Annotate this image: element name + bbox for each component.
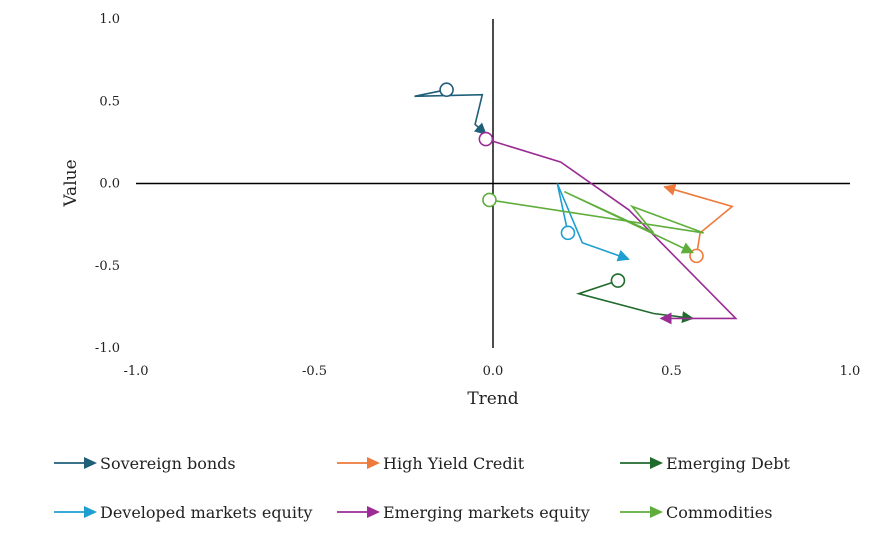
axes: -1.0 -0.5 0.0 0.5 1.0 1.0 0.5 0.0 -0.5 -1.0 — [95, 12, 860, 379]
y-tick-label: -0.5 — [95, 259, 120, 274]
series-path — [489, 190, 704, 254]
series-group — [414, 82, 738, 325]
start-point-marker — [482, 192, 497, 208]
x-tick-label: 0.0 — [483, 364, 504, 379]
series-path — [575, 279, 695, 324]
legend-item: Developed markets equity — [54, 501, 312, 523]
legend-label: Emerging markets equity — [383, 502, 590, 522]
scatter-trajectory-chart: -1.0 -0.5 0.0 0.5 1.0 1.0 0.5 0.0 -0.5 -1.0 Trend… — [61, 12, 860, 409]
series-path — [414, 88, 487, 136]
legend-item: High Yield Credit — [337, 452, 524, 474]
series-path — [556, 183, 630, 262]
x-tick-label: 1.0 — [840, 364, 861, 379]
start-point-marker — [610, 273, 626, 288]
series-developed-markets-equity — [556, 183, 630, 262]
x-tick-label: -1.0 — [123, 364, 148, 379]
series-path — [485, 138, 738, 325]
start-point-marker — [478, 131, 494, 147]
legend: Sovereign bonds High Yield Credit Emerging… — [0, 440, 880, 535]
y-tick-label: -1.0 — [95, 341, 120, 356]
legend-arrow-icon — [54, 457, 97, 469]
legend-item: Sovereign bonds — [54, 452, 236, 474]
series-emerging-markets-equity — [478, 131, 738, 325]
start-point-marker — [439, 82, 454, 98]
series-path — [663, 184, 734, 257]
legend-item: Commodities — [620, 501, 772, 523]
legend-arrow-icon — [337, 506, 380, 518]
series-sovereign-bonds — [414, 82, 487, 136]
y-tick-label: 0.5 — [99, 94, 120, 109]
legend-label: Commodities — [666, 502, 773, 522]
y-tick-label: 0.0 — [99, 177, 120, 192]
legend-label: Developed markets equity — [100, 502, 313, 522]
x-tick-label: 0.5 — [661, 364, 682, 379]
x-tick-label: -0.5 — [302, 364, 327, 379]
legend-arrow-icon — [620, 506, 663, 518]
legend-item: Emerging Debt — [620, 452, 790, 474]
legend-item: Emerging markets equity — [337, 501, 590, 523]
series-high-yield-credit — [663, 184, 734, 264]
legend-label: High Yield Credit — [383, 453, 525, 473]
x-axis-title: Trend — [467, 389, 518, 409]
series-emerging-debt — [575, 273, 695, 324]
series-commodities — [482, 190, 704, 254]
start-point-marker — [560, 225, 576, 241]
legend-arrow-icon — [620, 457, 663, 469]
legend-label: Emerging Debt — [666, 453, 790, 473]
legend-arrow-icon — [337, 457, 380, 469]
legend-arrow-icon — [54, 506, 97, 518]
y-axis-title: Value — [61, 159, 81, 207]
y-tick-label: 1.0 — [99, 12, 120, 27]
legend-label: Sovereign bonds — [100, 453, 236, 473]
